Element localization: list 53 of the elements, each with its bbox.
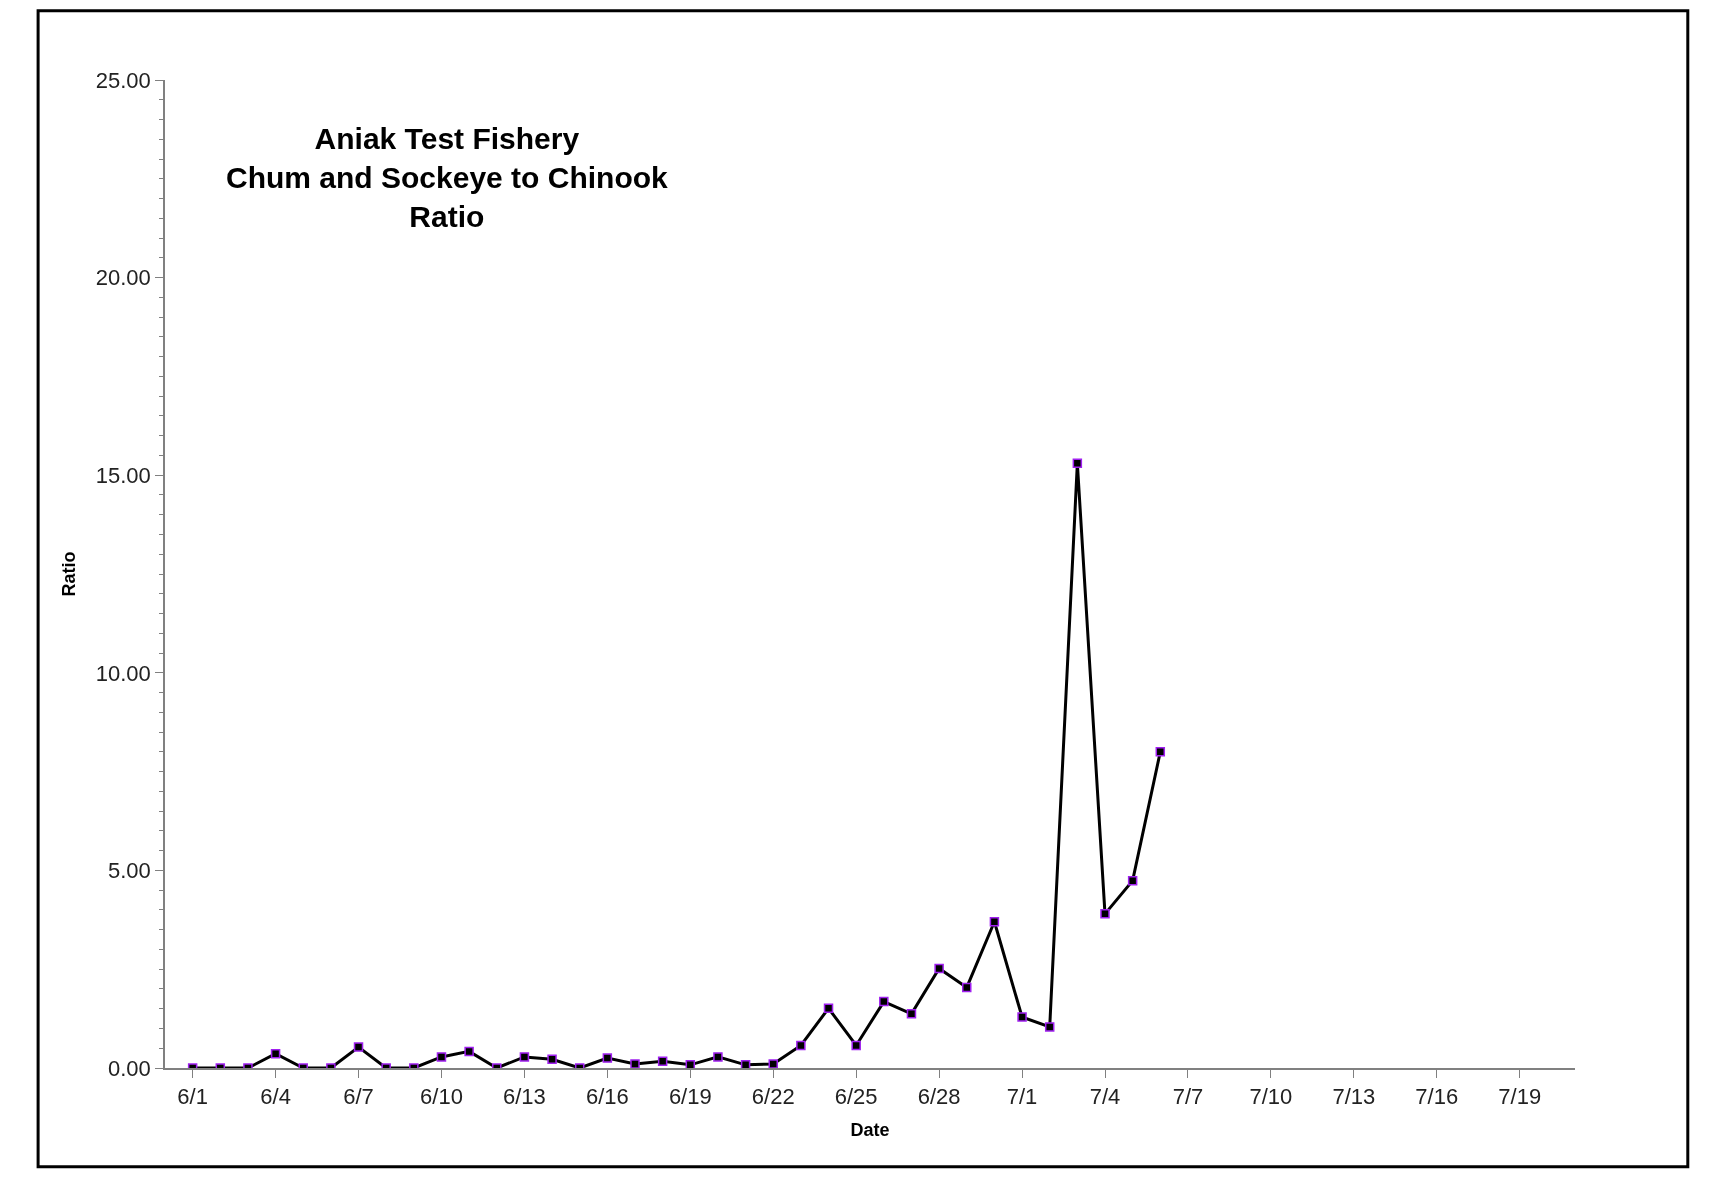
y-tick-label: 0.00 <box>108 1055 151 1081</box>
point <box>1100 909 1110 919</box>
point <box>464 1046 474 1057</box>
point <box>602 1053 613 1063</box>
point <box>436 1052 447 1062</box>
point <box>796 1040 806 1051</box>
x-axis-title: Date <box>850 1119 890 1140</box>
x-tick-label: 7/13 <box>1332 1084 1376 1110</box>
x-tick-label: 7/16 <box>1415 1084 1459 1110</box>
point <box>1044 1022 1055 1032</box>
point <box>547 1054 557 1065</box>
point <box>879 996 889 1007</box>
point <box>270 1049 281 1059</box>
point <box>1072 458 1083 469</box>
point <box>685 1060 696 1068</box>
x-tick-label: 6/1 <box>177 1084 208 1110</box>
point <box>1017 1012 1027 1022</box>
point <box>630 1059 640 1068</box>
point <box>740 1060 751 1068</box>
y-tick-label: 10.00 <box>95 660 151 686</box>
y-tick-label: 20.00 <box>95 265 151 291</box>
point <box>823 1003 834 1014</box>
x-tick-label: 7/19 <box>1498 1084 1542 1110</box>
text: Aniak Test Fishery Chum and Sockeye to Chinook Ratio <box>226 122 669 233</box>
y-tick-label: 5.00 <box>108 858 151 884</box>
point <box>1127 875 1138 886</box>
x-tick-label: 6/25 <box>834 1084 878 1110</box>
point <box>906 1009 917 1019</box>
point <box>768 1059 778 1068</box>
x-tick-label: 6/10 <box>420 1084 463 1110</box>
x-tick-label: 7/1 <box>1006 1084 1038 1110</box>
point <box>962 982 972 993</box>
x-tick-label: 6/4 <box>260 1084 291 1110</box>
x-tick-label: 6/19 <box>668 1084 712 1110</box>
point <box>713 1052 723 1062</box>
y-tick-label: 15.00 <box>95 462 151 488</box>
point <box>353 1042 364 1052</box>
y-tick-label: 25.00 <box>95 67 151 93</box>
point <box>989 917 1000 927</box>
y-axis-title: Ratio <box>59 551 80 597</box>
x-tick-label: 7/10 <box>1249 1084 1293 1110</box>
x-tick-label: 6/22 <box>751 1084 795 1110</box>
point <box>519 1052 530 1062</box>
x-tick-label: 7/7 <box>1172 1084 1204 1110</box>
x-tick-label: 7/4 <box>1089 1084 1121 1110</box>
point <box>934 963 944 974</box>
x-tick-label: 6/7 <box>343 1084 374 1110</box>
x-tick-label: 6/28 <box>917 1084 961 1110</box>
x-tick-label: 6/16 <box>585 1084 629 1110</box>
point <box>1155 747 1166 757</box>
x-tick-label: 6/13 <box>503 1084 546 1110</box>
point <box>851 1040 861 1051</box>
point <box>657 1056 668 1067</box>
